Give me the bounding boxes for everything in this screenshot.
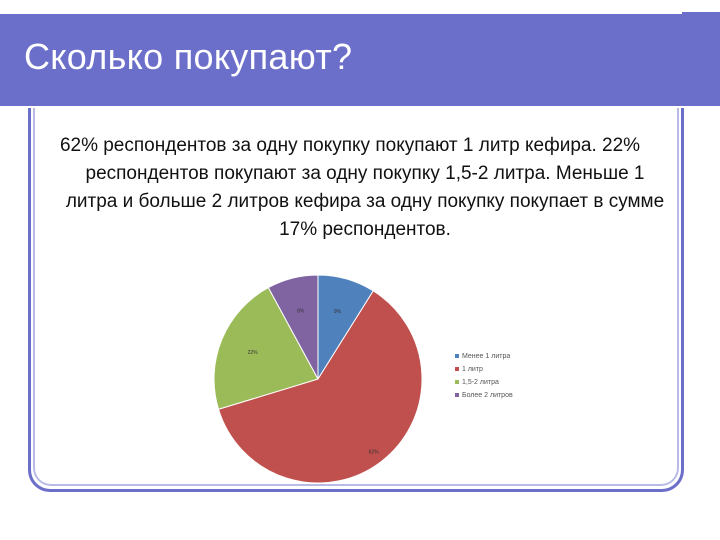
legend-label-0: Менее 1 литра <box>462 353 510 360</box>
legend-swatch-1 <box>455 367 459 371</box>
legend-label-3: Более 2 литров <box>462 392 513 399</box>
pie-slice-label-0: 9% <box>334 309 342 315</box>
legend-label-1: 1 литр <box>462 366 483 373</box>
pie-slice-1 <box>217 290 423 484</box>
pie-slice-2 <box>213 286 319 410</box>
pie-slice-label-3: 8% <box>297 309 305 315</box>
legend-swatch-3 <box>455 393 459 397</box>
content-frame-inner <box>33 108 679 486</box>
legend-label-2: 1,5-2 литра <box>462 379 499 386</box>
pie-slice-label-1: 62% <box>369 450 380 456</box>
legend-swatch-0 <box>455 354 459 358</box>
title-bar-corner <box>682 12 720 24</box>
slide-body-paragraph: 62% респондентов за одну покупку покупаю… <box>59 135 665 240</box>
legend-swatch-2 <box>455 380 459 384</box>
slide-title: Сколько покупают? <box>24 36 353 77</box>
content-frame <box>28 108 684 492</box>
pie-slice-3 <box>267 274 319 380</box>
title-underline <box>0 110 636 112</box>
title-bar: Сколько покупают? <box>0 12 720 112</box>
slide-body-text: 62% респондентов за одну покупку покупаю… <box>60 132 670 244</box>
pie-slice-label-2: 22% <box>248 350 259 356</box>
